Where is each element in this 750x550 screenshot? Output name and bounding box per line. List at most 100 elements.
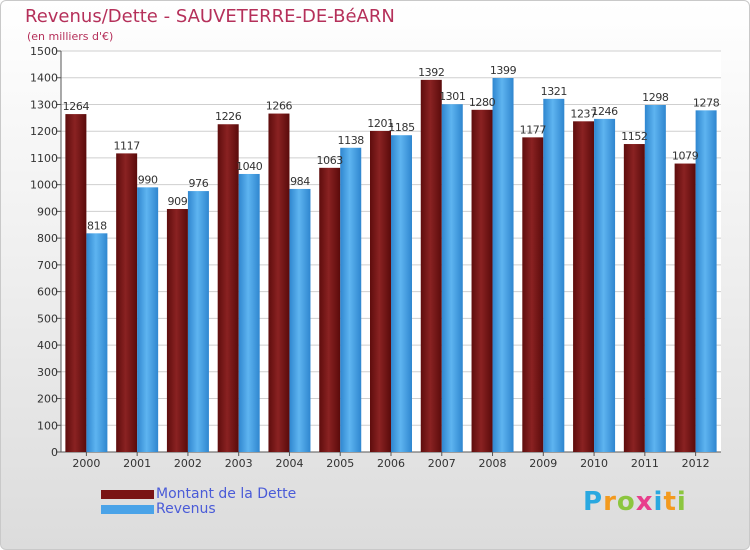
x-tick-label: 2011 [631,457,659,470]
bar-revenus [492,78,514,452]
logo-letter: i [653,487,664,517]
data-label: 1152 [621,130,647,143]
x-tick-label: 2009 [529,457,557,470]
x-tick-label: 2002 [174,457,202,470]
data-label: 1399 [490,64,517,77]
data-label: 1321 [541,85,567,98]
data-label: 818 [87,219,107,232]
bar-revenus [86,233,108,452]
bar-dette [522,137,544,452]
bar-revenus [187,191,209,452]
bar-dette [370,130,391,452]
y-tick-label: 1000 [30,179,58,192]
data-label: 1117 [113,139,140,152]
bar-dette [268,113,290,452]
x-tick-label: 2000 [72,457,100,470]
data-label: 1264 [63,100,90,113]
data-label: 984 [290,175,310,188]
bar-revenus [289,188,311,452]
bar-dette [217,124,239,453]
legend-swatch-dette [101,490,154,499]
logo-letter: i [676,487,687,517]
y-tick-label: 500 [37,312,58,325]
x-tick-label: 2007 [428,457,456,470]
logo-letter: P [583,487,604,517]
y-tick-label: 200 [37,393,58,406]
bar-revenus [340,147,362,453]
bar-dette [674,163,696,452]
x-tick-label: 2012 [682,457,710,470]
legend-label-revenus: Revenus [156,501,216,517]
bar-dette [166,208,188,452]
logo-letter: r [603,487,617,517]
chart-subtitle: (en milliers d'€) [27,30,114,43]
data-label: 976 [189,177,209,190]
y-tick-label: 1500 [30,45,58,58]
y-tick-label: 400 [37,339,58,352]
y-tick-label: 0 [51,446,58,459]
data-label: 909 [168,195,188,208]
y-tick-label: 100 [37,419,58,432]
y-tick-label: 700 [37,259,58,272]
bar-dette [623,144,645,453]
x-tick-label: 2006 [377,457,405,470]
data-label: 1237 [570,107,597,120]
bars [65,78,717,453]
y-tick-label: 600 [37,286,58,299]
bar-revenus [543,98,565,453]
bar-dette [116,153,138,452]
bar-dette [471,109,493,453]
chart-title: Revenus/Dette - SAUVETERRE-DE-BéARN [25,6,395,27]
data-label: 1040 [236,160,263,173]
bar-revenus [594,118,616,453]
bar-revenus [391,135,412,452]
data-label: 1278 [693,96,720,109]
data-label: 990 [138,173,158,186]
x-tick-label: 2008 [479,457,507,470]
data-label: 1138 [338,134,365,147]
logo-letter: t [663,487,677,517]
bar-revenus [695,110,717,453]
data-label: 1079 [672,150,699,163]
data-label: 1177 [520,123,547,136]
data-label: 1226 [215,110,242,123]
legend-label-dette: Montant de la Dette [156,486,297,502]
data-label: 1298 [642,91,669,104]
y-tick-label: 800 [37,232,58,245]
bar-dette [573,121,595,453]
y-tick-label: 300 [37,366,58,379]
y-tick-label: 1100 [30,152,58,165]
x-tick-label: 2005 [326,457,354,470]
data-label: 1280 [469,96,496,109]
logo-letter: o [616,487,636,517]
bar-revenus [137,187,159,452]
x-axis: 2000 2001 2002 2003 2004 2005 2006 2007 2008 2009… [72,452,710,470]
bar-dette [65,114,87,452]
data-label: 1246 [591,105,618,118]
proxiti-logo: Proxiti [583,487,687,517]
data-label: 1301 [439,90,465,103]
logo-letter: x [635,487,654,517]
legend-swatch-revenus [101,505,154,514]
y-tick-label: 1200 [30,125,58,138]
x-tick-label: 2001 [123,457,151,470]
x-tick-label: 2010 [580,457,608,470]
bar-dette [420,79,442,452]
bar-revenus [644,105,666,452]
data-label: 1185 [388,121,415,134]
data-label: 1392 [418,66,444,79]
y-tick-label: 1400 [30,72,58,85]
bar-revenus [238,173,260,452]
y-tick-label: 1300 [30,98,58,111]
x-tick-label: 2004 [275,457,303,470]
data-label: 1201 [367,117,393,130]
bar-revenus [441,104,463,452]
data-label: 1063 [317,154,344,167]
y-tick-label: 900 [37,205,58,218]
data-label: 1266 [266,100,293,113]
bar-dette [319,167,341,453]
x-tick-label: 2003 [225,457,253,470]
